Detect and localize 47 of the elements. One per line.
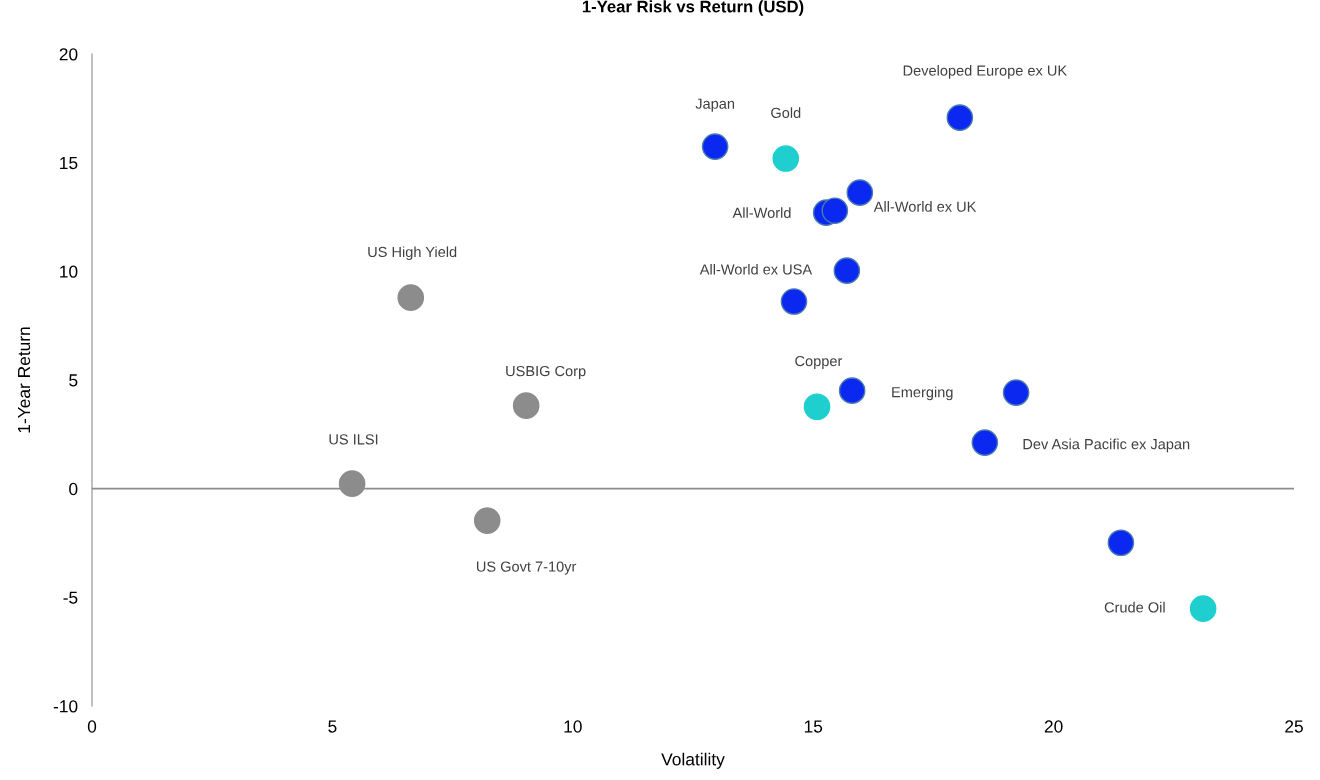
annotation: Copper bbox=[795, 355, 843, 370]
x-tick-label: 5 bbox=[328, 720, 337, 733]
point bbox=[803, 393, 831, 421]
point bbox=[512, 392, 540, 419]
x-tick-label: 15 bbox=[804, 720, 823, 733]
y-tick-label: 5 bbox=[69, 374, 78, 387]
annotation: US Govt 7-10yr bbox=[476, 561, 577, 575]
point bbox=[473, 507, 501, 534]
point bbox=[946, 104, 974, 131]
point bbox=[701, 133, 729, 160]
annotation: USBIG Corp bbox=[506, 365, 586, 380]
point bbox=[1189, 595, 1217, 622]
x-axis-title: Volatility bbox=[661, 752, 725, 769]
annotation: Gold bbox=[771, 107, 801, 119]
point bbox=[838, 377, 866, 404]
y-axis-title: 1-Year Return bbox=[18, 327, 31, 433]
y-tick-label: -5 bbox=[63, 591, 78, 604]
y-tick-label: 10 bbox=[60, 265, 78, 278]
point bbox=[1107, 529, 1135, 557]
y-tick-label: 15 bbox=[60, 157, 78, 170]
annotation: All-World ex USA bbox=[699, 263, 813, 275]
point bbox=[338, 470, 366, 497]
y-tick-label: 20 bbox=[59, 48, 78, 61]
annotation: Developed Europe ex UK bbox=[903, 65, 1067, 79]
annotation: US High Yield bbox=[368, 246, 457, 260]
annotation: Crude Oil bbox=[1104, 601, 1165, 613]
annotation: Japan bbox=[695, 98, 735, 112]
annotation: All-World bbox=[732, 207, 791, 218]
y-tick-label: -10 bbox=[53, 700, 78, 713]
chart-title: 1-Year Risk vs Return (USD) bbox=[582, 0, 804, 16]
annotation: Emerging bbox=[892, 386, 953, 401]
point bbox=[780, 288, 808, 315]
x-tick-label: 10 bbox=[564, 720, 582, 733]
point bbox=[821, 197, 849, 225]
annotation: Dev Asia Pacific ex Japan bbox=[1023, 438, 1190, 453]
point bbox=[772, 145, 800, 172]
annotation: All-World ex UK bbox=[873, 201, 977, 212]
y-tick-label: 0 bbox=[69, 482, 78, 496]
x-tick-label: 20 bbox=[1044, 720, 1063, 733]
annotation: US ILSI bbox=[329, 434, 378, 445]
point bbox=[1002, 379, 1030, 406]
point bbox=[397, 284, 425, 311]
x-tick-label: 0 bbox=[87, 720, 97, 733]
point bbox=[846, 179, 874, 206]
point bbox=[971, 429, 999, 456]
point bbox=[833, 257, 861, 284]
x-tick-label: 25 bbox=[1285, 720, 1303, 733]
